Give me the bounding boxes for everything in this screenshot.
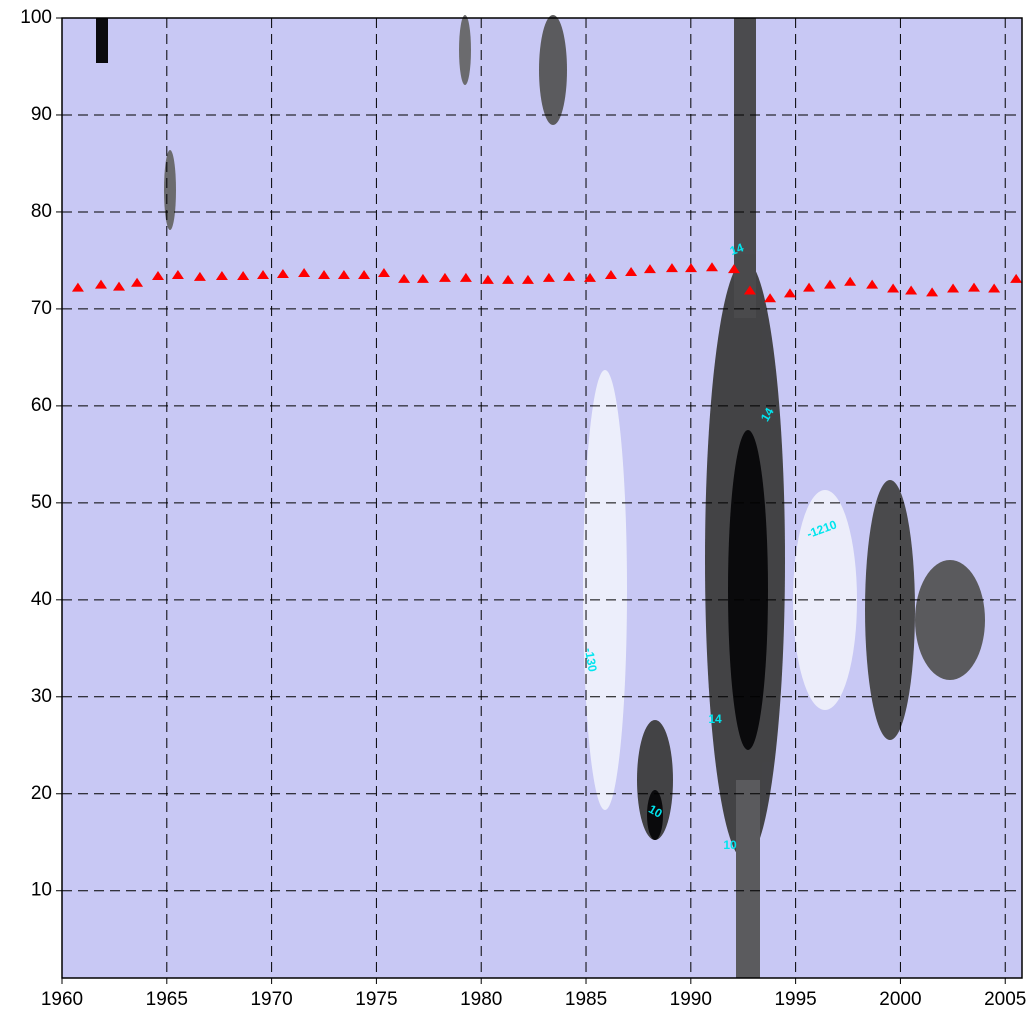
- y-tick-label: 60: [31, 395, 52, 416]
- ridge-marker: [71, 282, 84, 292]
- y-tick-label: 80: [31, 201, 52, 222]
- ridge-marker: [1010, 273, 1023, 283]
- contour-blob: [583, 370, 627, 810]
- ridge-marker: [803, 282, 816, 292]
- contour-blob: [459, 15, 471, 85]
- x-tick-label: 1995: [774, 989, 816, 1010]
- ridge-marker: [743, 285, 756, 295]
- x-tick-label: 1980: [460, 989, 502, 1010]
- ridge-marker: [988, 283, 1001, 293]
- ridge-marker: [783, 288, 796, 298]
- contour-blob: [164, 150, 176, 230]
- ridge-marker: [152, 270, 164, 280]
- x-tick-label: 1990: [670, 989, 712, 1010]
- ridge-marker: [257, 269, 270, 279]
- ridge-marker: [521, 274, 534, 284]
- ridge-marker: [318, 269, 331, 279]
- contour-blob: [793, 490, 857, 710]
- contour-label: 10: [723, 838, 737, 852]
- plot-frame: [61, 17, 1023, 979]
- ridge-marker: [728, 264, 740, 274]
- contour-blob: [96, 18, 108, 63]
- y-tick-label: 20: [31, 783, 52, 804]
- y-tick-label: 100: [20, 7, 52, 28]
- ridge-marker: [502, 274, 515, 284]
- x-tick-label: 1970: [250, 989, 292, 1010]
- x-tick-label: 1960: [41, 989, 83, 1010]
- y-tick-label: 30: [31, 686, 52, 707]
- ridge-marker: [131, 277, 144, 287]
- ridge-marker: [584, 272, 596, 282]
- ridge-marker: [438, 272, 451, 282]
- y-tick-label: 50: [31, 492, 52, 513]
- ridge-marker: [665, 263, 678, 273]
- ridge-marker: [113, 281, 126, 291]
- ridge-marker: [685, 263, 698, 273]
- y-tick-label: 10: [31, 880, 52, 901]
- contour-blob: [736, 780, 760, 978]
- ridge-marker: [337, 269, 350, 279]
- contour-label: 10: [646, 802, 665, 821]
- contour-blob: [915, 560, 985, 680]
- x-tick-label: 1975: [355, 989, 397, 1010]
- contour-blob: [539, 15, 567, 125]
- ridge-marker: [705, 262, 718, 272]
- contour-label: 14: [758, 405, 777, 424]
- y-tick-label: 90: [31, 104, 52, 125]
- ridge-marker: [625, 267, 638, 277]
- ridge-marker: [481, 274, 494, 284]
- ridge-marker: [358, 269, 371, 279]
- contour-field: [96, 15, 985, 978]
- ridge-marker: [947, 283, 960, 293]
- x-tick-label: 2000: [879, 989, 921, 1010]
- contour-label: -130: [582, 647, 600, 673]
- ridge-marker: [276, 269, 289, 278]
- ridge-marker: [542, 272, 555, 282]
- y-tick-label: 70: [31, 298, 52, 319]
- contour-blob: [728, 430, 768, 750]
- ridge-marker: [215, 270, 228, 280]
- plot-background: [62, 18, 1022, 978]
- ridge-marker: [926, 287, 939, 297]
- x-tick-label: 1985: [565, 989, 607, 1010]
- ridge-marker: [94, 279, 107, 289]
- ridge-marker: [844, 276, 857, 286]
- contour-blob: [647, 790, 663, 840]
- y-tick-label: 40: [31, 589, 52, 610]
- ridge-marker: [237, 270, 250, 280]
- ridge-marker: [764, 293, 777, 303]
- ridge-marker: [459, 272, 472, 282]
- ridge-marker: [905, 285, 918, 295]
- ridge-marker: [824, 279, 836, 289]
- ridge-marker: [193, 271, 206, 281]
- ridge-marker: [416, 273, 429, 283]
- ridge-marker: [866, 279, 879, 289]
- contour-blob: [734, 18, 756, 318]
- ridge-marker: [887, 283, 900, 293]
- ridge-marker: [377, 268, 390, 278]
- contour-label: 14: [708, 712, 722, 726]
- x-tick-label: 2005: [984, 989, 1026, 1010]
- ridge-marker: [398, 273, 411, 283]
- contour-label: 14: [728, 240, 746, 258]
- ridge-marker: [171, 269, 184, 279]
- ridge-marker: [643, 264, 656, 274]
- ridge-marker: [298, 268, 311, 278]
- x-tick-label: 1965: [146, 989, 188, 1010]
- contour-blob: [637, 720, 673, 840]
- ridge-marker: [968, 282, 980, 292]
- ridge-marker: [604, 269, 617, 279]
- contour-blob: [865, 480, 915, 740]
- ridge-marker: [563, 271, 576, 281]
